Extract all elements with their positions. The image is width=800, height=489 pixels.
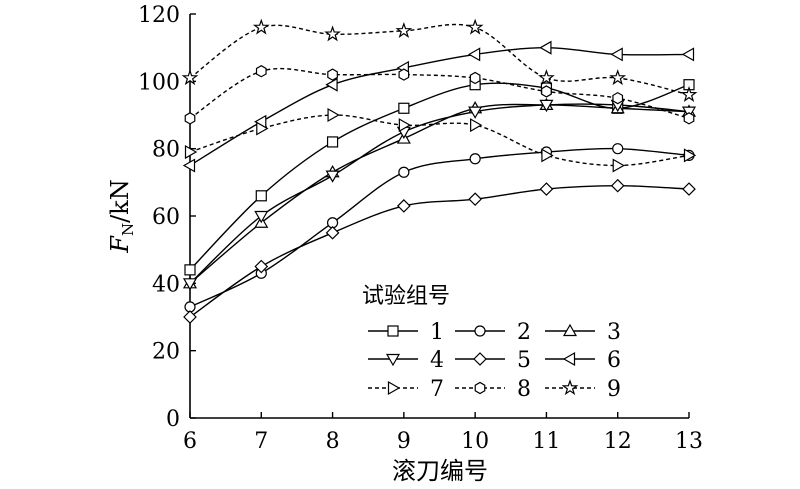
- y-tick-label: 20: [152, 340, 180, 365]
- series-7-point: [541, 148, 554, 163]
- series-9-point: [252, 18, 270, 35]
- x-tick-label: 11: [532, 429, 560, 454]
- y-tick-label: 0: [166, 407, 180, 432]
- legend-marker-7: [387, 380, 401, 396]
- series-1-point: [326, 136, 339, 148]
- series-8-point: [327, 68, 338, 81]
- y-axis-title: FN/kN: [106, 179, 137, 253]
- series-9-point: [395, 22, 413, 38]
- series-line-7: [189, 114, 690, 167]
- series-2-point: [612, 143, 624, 155]
- series-8-point: [541, 85, 552, 98]
- x-tick-label: 13: [675, 429, 703, 454]
- x-tick-label: 6: [183, 429, 197, 454]
- legend-marker-5: [473, 352, 487, 366]
- series-8-point: [612, 91, 624, 105]
- series-8-point: [683, 112, 695, 125]
- series-1-point: [398, 102, 410, 114]
- y-tick-label: 120: [138, 3, 180, 28]
- series-5-point: [397, 199, 411, 213]
- legend-marker-4: [385, 353, 401, 367]
- series-7-point: [612, 158, 625, 173]
- y-tick-label: 80: [152, 138, 180, 163]
- series-8-point: [398, 68, 410, 81]
- series-9-point: [538, 69, 555, 86]
- series-9-point: [466, 18, 484, 35]
- series-4-point: [468, 106, 483, 119]
- series-9-point: [609, 69, 627, 86]
- legend-label-1: 1: [430, 320, 444, 345]
- series-7-point: [256, 121, 269, 136]
- series-5-point: [539, 182, 554, 196]
- x-tick-label: 10: [461, 429, 489, 454]
- legend-label-7: 7: [430, 377, 444, 402]
- series-1-point: [184, 264, 196, 276]
- legend-label-5: 5: [517, 348, 531, 373]
- series-6-point: [182, 158, 196, 173]
- y-tick-label: 60: [152, 205, 180, 230]
- series-4-point: [539, 99, 554, 113]
- y-tick-label: 100: [138, 70, 180, 95]
- series-6-point: [325, 77, 338, 92]
- series-4-point: [325, 170, 340, 183]
- series-7-point: [470, 118, 483, 133]
- series-5-point: [183, 310, 197, 324]
- series-9-point: [680, 85, 698, 102]
- series-line-2: [189, 147, 690, 308]
- y-ticks: 0 20 40 60 80 100 120: [138, 3, 196, 432]
- legend-label-4: 4: [430, 348, 444, 373]
- series-8-point: [255, 65, 267, 78]
- legend: 试验组号 1 2 3 4 5 6 7 8 9: [362, 284, 621, 402]
- series-6-point: [610, 47, 623, 62]
- series-4-point: [254, 210, 269, 224]
- legend-label-3: 3: [607, 320, 621, 345]
- series-5-point: [682, 182, 696, 196]
- series-7-point: [184, 144, 198, 160]
- legend-label-6: 6: [607, 348, 621, 373]
- legend-marker-9: [561, 379, 579, 396]
- series-5-point: [468, 192, 482, 207]
- legend-marker-8: [474, 381, 486, 395]
- series-8-point: [184, 112, 196, 125]
- series-6-point: [681, 47, 695, 62]
- series-line-9: [189, 23, 690, 96]
- series-7-point: [398, 118, 412, 133]
- legend-marker-2: [474, 325, 486, 337]
- series-9-point: [324, 25, 341, 42]
- x-tick-label: 9: [397, 429, 411, 454]
- series-7-point: [327, 107, 340, 123]
- series-7-point: [683, 148, 697, 163]
- series-markers: [181, 18, 698, 324]
- series-6-point: [539, 40, 552, 55]
- series-5-point: [325, 225, 340, 240]
- series-9-point: [181, 69, 199, 86]
- series-4-point: [182, 278, 198, 291]
- x-tick-label: 8: [326, 429, 340, 454]
- legend-marker-3: [562, 323, 578, 337]
- series-2-point: [398, 166, 410, 178]
- series-5-point: [254, 259, 269, 274]
- x-axis-title: 滚刀编号: [392, 457, 488, 485]
- legend-marker-1: [387, 325, 399, 337]
- series-2-point: [469, 153, 481, 165]
- x-ticks: 6 7 8 9 10 11 12 13: [183, 412, 703, 454]
- legend-label-8: 8: [517, 377, 531, 402]
- legend-marker-6: [562, 351, 576, 367]
- x-tick-label: 12: [604, 429, 632, 454]
- legend-label-9: 9: [607, 377, 621, 402]
- x-tick-label: 7: [254, 429, 268, 454]
- series-8-point: [469, 71, 481, 85]
- series-1-point: [255, 190, 267, 202]
- legend-title: 试验组号: [362, 284, 450, 309]
- legend-label-2: 2: [517, 320, 531, 345]
- series-5-point: [610, 178, 625, 193]
- y-tick-label: 40: [152, 272, 180, 297]
- series-6-point: [467, 47, 481, 62]
